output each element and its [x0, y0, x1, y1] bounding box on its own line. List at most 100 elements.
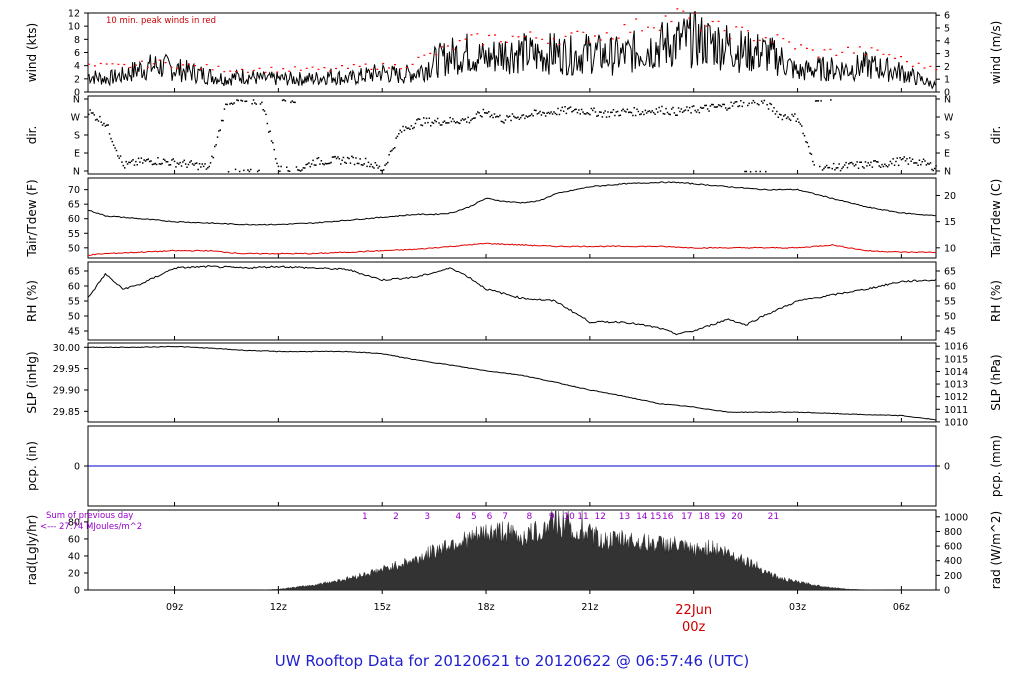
left-tick-label: 4 — [74, 61, 80, 72]
x-date-label: 22Jun — [675, 603, 712, 618]
panel-frame-slp — [87, 342, 937, 423]
right-tick-label: 1014 — [944, 367, 968, 378]
right-tick-label: 5 — [944, 24, 950, 35]
left-tick-label: 40 — [68, 551, 80, 562]
left-tick-label: 12 — [68, 9, 80, 20]
radiation-sum-label: Sum of previous day — [46, 511, 133, 521]
left-tick-label: 60 — [68, 534, 80, 545]
hour-label: 2 — [393, 512, 399, 522]
hour-label: 10 — [563, 512, 575, 522]
hour-label: 18 — [698, 512, 710, 522]
hour-label: 6 — [487, 512, 493, 522]
right-tick-label: 3 — [944, 49, 950, 60]
left-tick-label: 65 — [68, 200, 80, 211]
right-tick-label: 45 — [944, 327, 956, 338]
hour-label: 16 — [662, 512, 674, 522]
left-tick-label: 60 — [68, 214, 80, 225]
left-axis-label-dir: dir. — [25, 126, 39, 145]
left-tick-label: 55 — [68, 297, 80, 308]
x-tick-label: 21z — [581, 602, 598, 613]
right-tick-label: N — [944, 95, 951, 106]
right-tick-label: 1 — [944, 75, 950, 86]
right-tick-label: 1012 — [944, 392, 968, 403]
right-tick-label: S — [944, 131, 950, 142]
peak-wind-marks — [88, 8, 938, 73]
left-tick-label: 0 — [74, 462, 80, 473]
right-tick-label: 1000 — [944, 512, 968, 523]
left-tick-label: 6 — [74, 48, 80, 59]
left-tick-label: 55 — [68, 229, 80, 240]
right-tick-label: 600 — [944, 542, 962, 553]
right-tick-label: W — [944, 113, 954, 124]
right-tick-label: 2 — [944, 62, 950, 73]
series-line-slp-0 — [87, 345, 937, 421]
series-line-temp-0 — [87, 181, 937, 226]
right-axis-label-temp: Tair/Tdew (C) — [989, 179, 1003, 259]
right-tick-label: 50 — [944, 312, 956, 323]
hour-label: 15 — [650, 512, 661, 522]
left-tick-label: 0 — [74, 88, 80, 99]
right-tick-label: 800 — [944, 527, 962, 538]
hour-label: 4 — [455, 512, 461, 522]
hour-label: 21 — [768, 512, 779, 522]
right-tick-label: 55 — [944, 297, 956, 308]
left-tick-label: 50 — [68, 312, 80, 323]
right-axis-label-rh: RH (%) — [989, 280, 1003, 322]
right-tick-label: 0 — [944, 88, 950, 99]
left-axis-label-temp: Tair/Tdew (F) — [25, 179, 39, 257]
left-tick-label: 80 — [68, 517, 80, 528]
right-tick-label: 1015 — [944, 354, 968, 365]
left-tick-label: 70 — [68, 185, 80, 196]
right-axis-label-rad: rad (W/m^2) — [989, 511, 1003, 589]
hour-label: 17 — [681, 512, 692, 522]
left-tick-label: W — [71, 113, 81, 124]
left-axis-label-wind: wind (kts) — [25, 23, 39, 82]
left-axis-label-pcp: pcp. (in) — [25, 441, 39, 491]
left-tick-label: E — [74, 149, 80, 160]
left-tick-label: 29.95 — [53, 364, 80, 375]
hour-label: 7 — [502, 512, 508, 522]
hour-label: 11 — [577, 512, 588, 522]
right-tick-label: 1011 — [944, 405, 968, 416]
left-axis-label-rad: rad(Lgly/hr) — [25, 515, 39, 586]
right-tick-label: 1016 — [944, 342, 968, 353]
right-tick-label: 60 — [944, 282, 956, 293]
x-tick-label: 15z — [374, 602, 391, 613]
right-tick-label: 1010 — [944, 417, 968, 428]
x-tick-label: 09z — [166, 602, 183, 613]
x-tick-label: 18z — [478, 602, 495, 613]
peak-wind-annotation: 10 min. peak winds in red — [106, 16, 216, 26]
panel-frame-dir — [87, 95, 937, 175]
series-line-rh-0 — [87, 265, 937, 336]
panel-frame-rh — [87, 261, 937, 341]
left-axis-label-slp: SLP (inHg) — [25, 351, 39, 413]
hour-label: 1 — [362, 512, 368, 522]
left-tick-label: 60 — [68, 282, 80, 293]
right-axis-label-pcp: pcp. (mm) — [989, 435, 1003, 497]
right-tick-label: 0 — [944, 462, 950, 473]
right-tick-label: 0 — [944, 586, 950, 597]
left-tick-label: 2 — [74, 74, 80, 85]
left-tick-label: 20 — [68, 568, 80, 579]
right-tick-label: N — [944, 167, 951, 178]
hour-label: 14 — [636, 512, 648, 522]
left-tick-label: 65 — [68, 267, 80, 278]
right-tick-label: 65 — [944, 267, 956, 278]
left-tick-label: N — [73, 95, 80, 106]
hour-label: 19 — [714, 512, 726, 522]
left-tick-label: 0 — [74, 586, 80, 597]
x-date-sublabel: 00z — [682, 620, 706, 635]
wind-direction-points — [88, 99, 937, 173]
x-tick-label: 03z — [789, 602, 806, 613]
left-tick-label: 29.85 — [53, 407, 80, 418]
x-tick-label: 06z — [893, 602, 910, 613]
radiation-sum-value: <--- 27.74 MJoules/m^2 — [40, 522, 142, 532]
right-axis-label-dir: dir. — [989, 126, 1003, 145]
left-tick-label: S — [74, 131, 80, 142]
right-tick-label: 10 — [944, 243, 956, 254]
hour-label: 20 — [731, 512, 743, 522]
panel-frame-temp — [87, 177, 937, 259]
left-tick-label: 45 — [68, 327, 80, 338]
hour-label: 5 — [471, 512, 477, 522]
